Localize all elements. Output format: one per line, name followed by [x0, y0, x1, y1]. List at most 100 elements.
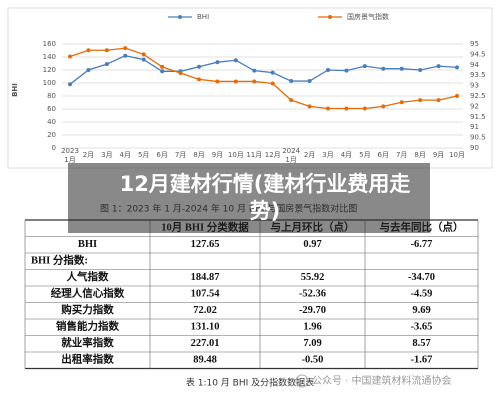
y-tick-label: 140	[43, 53, 56, 61]
table-cell: 8.57	[412, 338, 430, 349]
x-tick-label: 2024 1月	[282, 147, 300, 164]
point	[197, 77, 201, 82]
x-tick-label: 8月	[193, 151, 204, 159]
point	[289, 79, 294, 84]
x-tick-label: 4月	[341, 151, 352, 159]
table-cell: 127.65	[191, 239, 220, 250]
table-cell: -34.70	[408, 272, 435, 283]
y2-tick-label: 91.5	[470, 113, 486, 121]
point	[418, 98, 423, 103]
point	[381, 104, 386, 109]
table-cell: 184.87	[191, 272, 220, 283]
legend-marker	[328, 15, 332, 19]
row-label: BHI 分指数:	[31, 254, 88, 267]
point	[68, 54, 72, 59]
watermark-icon	[295, 374, 309, 388]
table-cell: -52.36	[299, 289, 326, 300]
point	[418, 68, 423, 72]
x-tick-label-line: 11月	[246, 151, 262, 159]
x-tick-label: 10月	[449, 151, 465, 159]
x-tick-label-line: 7月	[175, 151, 186, 159]
x-tick-label: 7月	[396, 151, 407, 159]
table-cell: 89.48	[193, 355, 217, 366]
y-tick-label: 160	[43, 40, 56, 48]
table-cell: 131.10	[191, 322, 220, 333]
point	[68, 82, 72, 87]
point	[344, 68, 349, 73]
row-label: 就业率指数	[61, 336, 114, 349]
y2-tick-label: 92	[470, 102, 479, 110]
series-line	[69, 55, 458, 85]
x-tick-label: 3月	[101, 151, 112, 159]
table-cell: 72.02	[193, 305, 217, 316]
point	[436, 64, 441, 69]
point	[197, 64, 201, 69]
point	[307, 104, 312, 109]
point	[326, 68, 330, 72]
table-cell: 55.92	[301, 272, 325, 283]
table-cell: -0.50	[302, 355, 324, 366]
x-tick-label: 9月	[433, 151, 444, 159]
x-tick-label: 3月	[322, 151, 333, 159]
x-tick-label-line: 5月	[138, 151, 149, 159]
x-tick-label-line: 1月	[64, 156, 75, 164]
point	[252, 68, 257, 73]
point	[362, 64, 367, 69]
x-tick-label-line: 3月	[322, 151, 333, 159]
point	[326, 106, 330, 111]
x-tick-label-line: 4月	[120, 151, 131, 159]
row-label: 出租率指数	[61, 353, 114, 366]
y-tick-label: 0	[52, 144, 56, 152]
x-tick-label: 9月	[212, 151, 223, 159]
table-caption: 表 1:10 月 BHI 及分指数数据表	[186, 377, 314, 389]
point	[307, 79, 312, 84]
y2-tick-label: 90	[470, 144, 479, 152]
point	[436, 98, 441, 103]
x-tick-label-line: 2023	[61, 147, 79, 155]
point	[141, 52, 146, 57]
point	[86, 48, 91, 53]
point	[455, 94, 459, 98]
table-cell: 107.54	[191, 289, 221, 300]
x-tick-label-line: 10月	[449, 151, 465, 159]
x-tick-label-line: 8月	[193, 151, 204, 159]
point	[123, 46, 128, 51]
point	[381, 66, 386, 71]
point	[104, 48, 109, 53]
x-tick-label: 2023 1月	[61, 147, 79, 164]
y2-tick-label: 93	[470, 82, 479, 90]
x-tick-label-line: 2月	[304, 151, 315, 159]
x-tick-label: 11月	[246, 151, 262, 159]
y-tick-label: 80	[47, 92, 56, 100]
point	[233, 58, 238, 63]
legend-marker	[178, 15, 182, 19]
point	[270, 81, 275, 86]
x-tick-label: 10月	[228, 151, 244, 159]
point	[252, 79, 257, 84]
x-tick-label-line: 2月	[83, 151, 94, 159]
y-tick-label: 120	[43, 66, 56, 74]
x-tick-label-line: 9月	[212, 151, 223, 159]
point	[104, 62, 109, 67]
table-cell: -1.67	[411, 355, 433, 366]
table-cell: 0.97	[303, 239, 321, 250]
x-tick-label-line: 2024	[282, 147, 300, 155]
table-cell: 7.09	[303, 338, 321, 349]
x-tick-label-line: 6月	[378, 151, 389, 159]
y2-tick-label: 93.5	[470, 71, 486, 79]
point	[362, 106, 367, 111]
y-tick-label: 20	[47, 131, 56, 139]
x-tick-label: 6月	[156, 151, 167, 159]
point	[160, 69, 165, 74]
overlay-title: 12月建材行情(建材行业费用走势)	[119, 172, 411, 223]
point	[215, 60, 220, 65]
row-label: BHI	[78, 239, 97, 250]
y-tick-label: 100	[43, 79, 56, 87]
y-tick-label: 60	[47, 105, 56, 113]
point	[399, 66, 404, 71]
x-tick-label-line: 3月	[101, 151, 112, 159]
plot-frame	[7, 7, 493, 169]
x-tick-label-line: 6月	[156, 151, 167, 159]
table-cell: -29.70	[299, 305, 326, 316]
row-label: 人气指数	[67, 270, 109, 283]
